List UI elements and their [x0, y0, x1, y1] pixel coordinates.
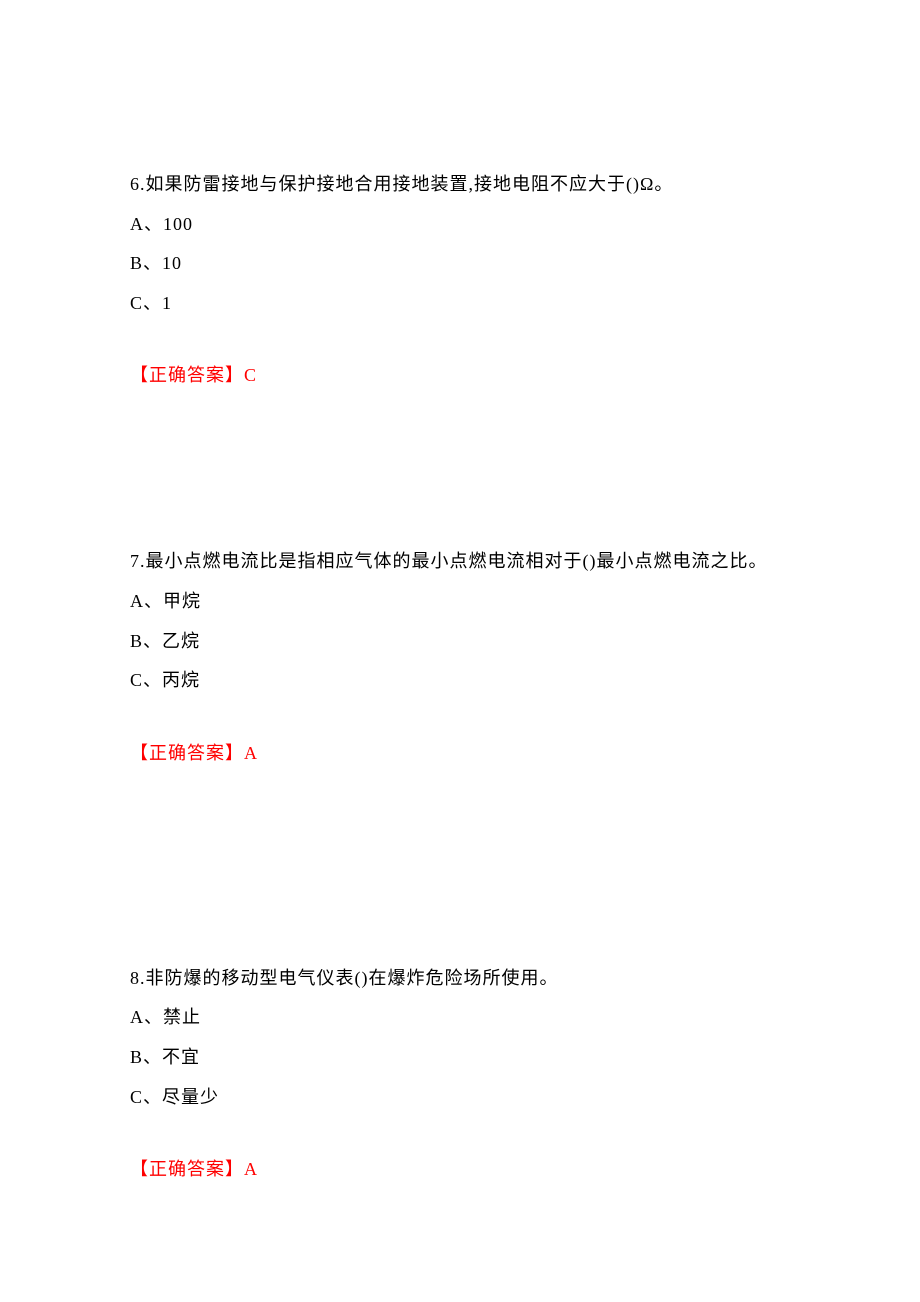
- question-option: C、尽量少: [130, 1078, 820, 1118]
- question-option: C、1: [130, 284, 820, 324]
- question-option: B、乙烷: [130, 622, 820, 662]
- answer-value: C: [244, 365, 257, 385]
- question-7: 7.最小点燃电流比是指相应气体的最小点燃电流相对于()最小点燃电流之比。 A、甲…: [130, 542, 820, 764]
- document-content: 6.如果防雷接地与保护接地合用接地装置,接地电阻不应大于()Ω。 A、100 B…: [0, 0, 920, 1181]
- question-text: 8.非防爆的移动型电气仪表()在爆炸危险场所使用。: [130, 959, 820, 999]
- question-text: 6.如果防雷接地与保护接地合用接地装置,接地电阻不应大于()Ω。: [130, 165, 820, 205]
- answer-block: 【正确答案】A: [130, 739, 820, 765]
- answer-label: 【正确答案】: [130, 365, 244, 385]
- answer-value: A: [244, 743, 258, 763]
- answer-block: 【正确答案】A: [130, 1155, 820, 1181]
- question-option: B、10: [130, 244, 820, 284]
- spacer: [130, 387, 820, 542]
- question-6: 6.如果防雷接地与保护接地合用接地装置,接地电阻不应大于()Ω。 A、100 B…: [130, 165, 820, 387]
- question-option: A、禁止: [130, 998, 820, 1038]
- question-option: A、甲烷: [130, 582, 820, 622]
- answer-block: 【正确答案】C: [130, 361, 820, 387]
- question-8: 8.非防爆的移动型电气仪表()在爆炸危险场所使用。 A、禁止 B、不宜 C、尽量…: [130, 959, 820, 1181]
- question-option: B、不宜: [130, 1038, 820, 1078]
- question-text: 7.最小点燃电流比是指相应气体的最小点燃电流相对于()最小点燃电流之比。: [130, 542, 820, 582]
- spacer: [130, 765, 820, 959]
- question-option: C、丙烷: [130, 661, 820, 701]
- answer-value: A: [244, 1159, 258, 1179]
- answer-label: 【正确答案】: [130, 1159, 244, 1179]
- question-option: A、100: [130, 205, 820, 245]
- answer-label: 【正确答案】: [130, 743, 244, 763]
